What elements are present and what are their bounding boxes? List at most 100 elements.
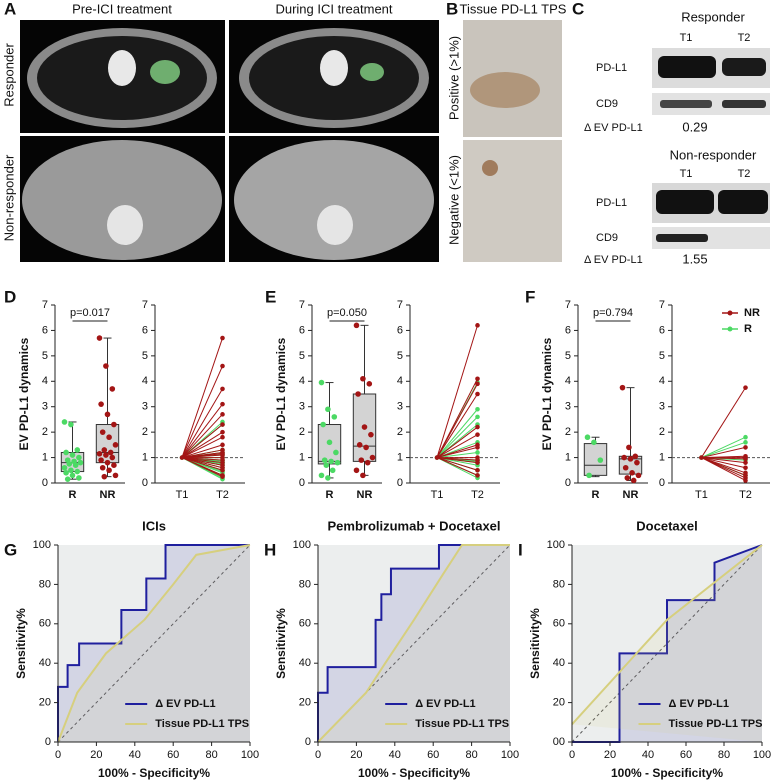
lane-label: T1 [680, 168, 693, 180]
paired-line [701, 457, 746, 469]
y-tick-label: 0 [299, 477, 305, 489]
paired-point [475, 467, 480, 473]
y-tick-label: 5 [565, 350, 571, 362]
paired-line [181, 388, 223, 458]
data-point [96, 335, 103, 341]
data-point [106, 434, 112, 441]
data-point [360, 472, 366, 479]
paired-point [220, 474, 225, 479]
paired-line [181, 414, 223, 458]
paired-point [475, 376, 480, 382]
y-tick-label: 0 [45, 736, 51, 748]
p-value: p=0.794 [593, 307, 633, 319]
lane-label: T1 [680, 32, 693, 44]
x-tick-label: NR [623, 489, 639, 501]
panel-letter: A [4, 0, 16, 18]
paired-point [220, 335, 225, 341]
band-label: PD-L1 [596, 62, 627, 74]
band-label: CD9 [596, 232, 618, 244]
roc-curve [57, 544, 251, 743]
paired-point [220, 442, 225, 448]
panel-letter: G [4, 540, 17, 559]
data-point [624, 475, 631, 481]
data-point [112, 472, 119, 479]
data-point [619, 384, 626, 391]
data-point [68, 467, 74, 474]
data-point [321, 457, 328, 463]
paired-point [475, 424, 480, 430]
y-tick-label: 80 [299, 578, 311, 590]
data-point [364, 459, 371, 466]
data-point [630, 477, 637, 484]
blot-band [722, 58, 766, 76]
paired-line [181, 403, 223, 458]
y-tick-label: 4 [397, 375, 403, 387]
y-tick-label: 7 [565, 299, 571, 311]
y-tick-label: 7 [42, 299, 48, 311]
x-tick-label: T2 [739, 489, 752, 501]
y-tick-label: 60 [299, 618, 311, 630]
y-tick-label: 5 [299, 350, 305, 362]
data-point [626, 444, 632, 451]
paired-line [181, 431, 223, 458]
x-tick-label: 40 [129, 749, 141, 761]
data-point [69, 452, 76, 458]
data-point [366, 381, 373, 387]
data-point [358, 457, 365, 463]
paired-line [701, 457, 746, 481]
y-tick-label: 4 [42, 375, 48, 387]
y-tick-label: 40 [553, 657, 565, 669]
paired-point [743, 460, 748, 465]
roc-curve [571, 544, 763, 725]
legend-label: Tissue PD-L1 TPS [669, 718, 763, 730]
panel-letter: I [518, 540, 523, 559]
paired-point [743, 445, 748, 450]
x-tick-label: 60 [680, 749, 692, 761]
legend-label: Δ EV PD-L1 [415, 698, 475, 710]
panel-letter: B [446, 0, 458, 18]
delta-label: Δ EV PD-L1 [584, 254, 643, 266]
x-tick-label: 100 [241, 749, 259, 761]
data-point [101, 473, 108, 480]
data-point [64, 476, 71, 482]
y-tick-label: 40 [39, 657, 51, 669]
paired-line [701, 441, 746, 459]
row-label: Negative (<1%) [446, 155, 461, 245]
data-point [68, 421, 74, 428]
data-point [103, 363, 109, 369]
data-point [353, 322, 360, 329]
chart-title: Pembrolizumab + Docetaxel [327, 518, 500, 533]
chart-title: Docetaxel [636, 518, 697, 533]
data-point [76, 475, 82, 481]
data-point [104, 411, 111, 418]
paired-line [701, 436, 746, 459]
y-tick-label: 6 [42, 324, 48, 336]
y-tick-label: 20 [39, 697, 51, 709]
ihc-image [463, 140, 562, 262]
y-tick-label: 3 [565, 401, 571, 413]
paired-point [743, 385, 748, 390]
y-tick-label: 20 [299, 697, 311, 709]
blot-band [656, 190, 714, 214]
paired-line [181, 424, 223, 458]
paired-point [743, 440, 748, 445]
y-tick-label: 00 [553, 736, 565, 748]
data-point [363, 444, 369, 451]
data-point [101, 447, 108, 453]
column-label: During ICI treatment [275, 1, 392, 16]
delta-value: 0.29 [682, 119, 707, 134]
paired-line [181, 457, 223, 471]
data-point [356, 442, 363, 448]
paired-line [436, 426, 478, 458]
paired-start [699, 455, 704, 460]
x-tick-label: 20 [90, 749, 102, 761]
paired-line [701, 457, 746, 464]
data-point [109, 454, 116, 461]
y-tick-label: 6 [565, 324, 571, 336]
x-tick-label: 100 [501, 749, 519, 761]
paired-line [436, 325, 478, 458]
y-tick-label: 6 [299, 324, 305, 336]
y-tick-label: 4 [299, 375, 305, 387]
legend-label: Δ EV PD-L1 [669, 698, 729, 710]
paired-point [743, 478, 748, 483]
